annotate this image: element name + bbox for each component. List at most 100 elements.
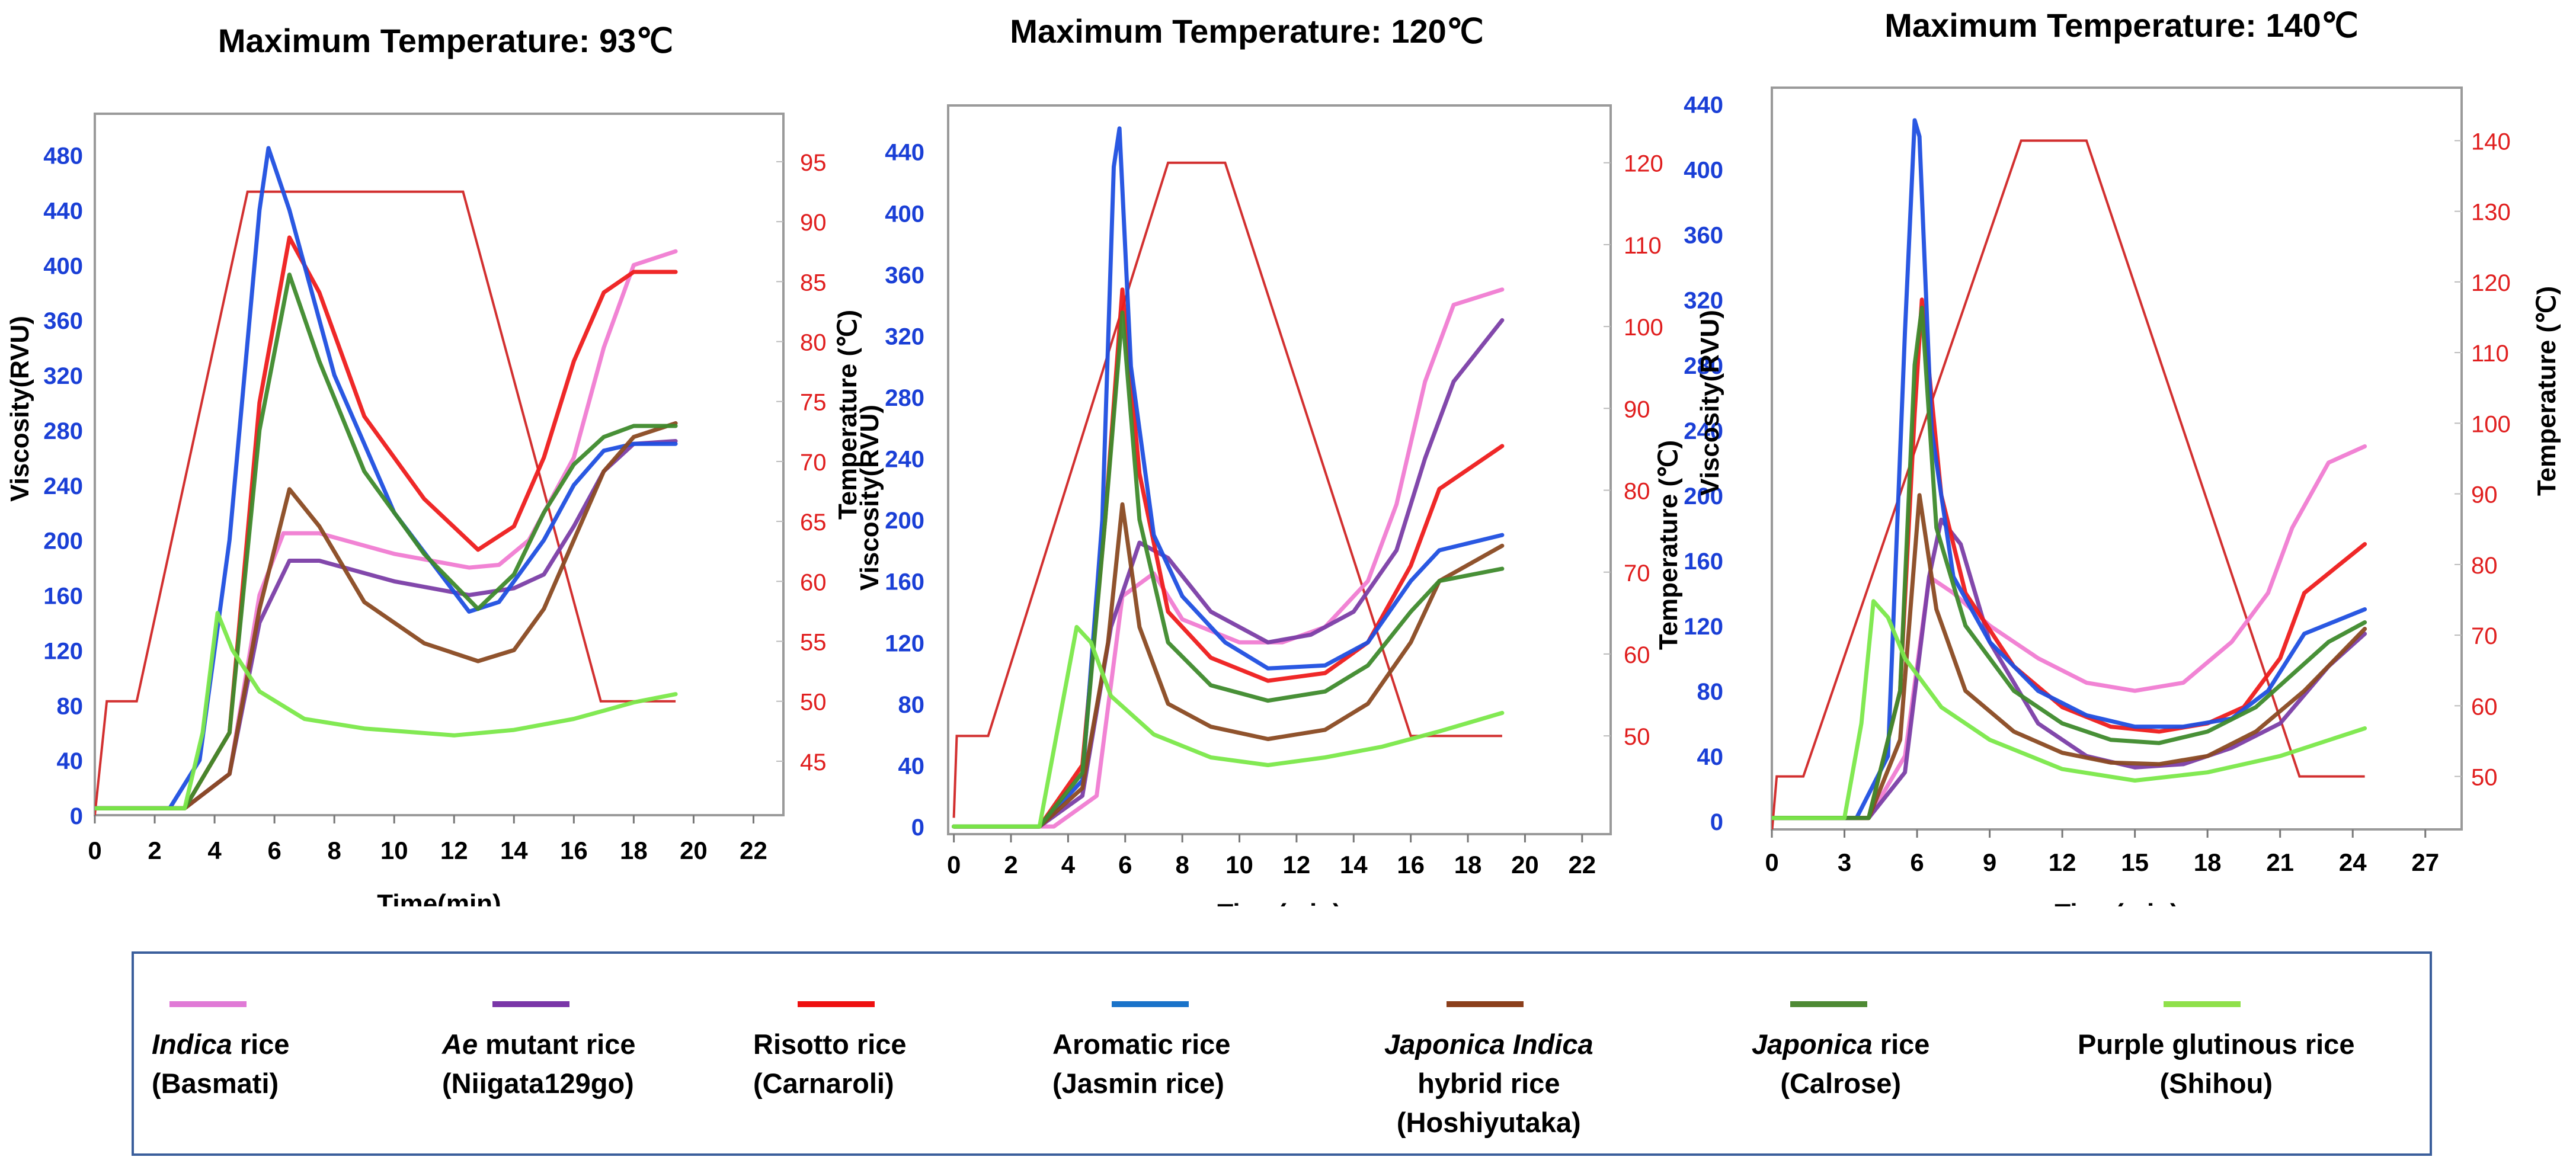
y2-tick-label: 50 bbox=[1624, 724, 1650, 750]
x-tick-label: 18 bbox=[1454, 851, 1482, 879]
legend-swatch bbox=[1112, 1001, 1189, 1007]
y-tick-label: 240 bbox=[43, 473, 83, 499]
y-tick-label: 280 bbox=[885, 385, 924, 411]
x-tick-label: 0 bbox=[947, 851, 961, 879]
y-tick-label: 200 bbox=[43, 528, 83, 555]
series-line-ae_mutant bbox=[1772, 517, 2367, 821]
series-line-japonica bbox=[1772, 306, 2367, 821]
plot-frame bbox=[947, 104, 1612, 835]
y2-tick-label: 90 bbox=[800, 210, 827, 236]
legend-swatch bbox=[1447, 1001, 1524, 1007]
x-tick-label: 14 bbox=[1340, 851, 1368, 879]
x-tick-label: 12 bbox=[1283, 851, 1311, 879]
y-tick-label: 120 bbox=[885, 630, 924, 656]
y2-tick-label: 75 bbox=[800, 390, 827, 416]
y-tick-label: 160 bbox=[43, 584, 83, 610]
x-tick-label: 0 bbox=[88, 837, 101, 864]
y-tick-label: 0 bbox=[1710, 809, 1723, 835]
series-line-japonica bbox=[952, 310, 1505, 829]
y2-tick-label: 65 bbox=[800, 509, 827, 536]
x-axis-label: Time(min) bbox=[377, 889, 501, 906]
legend-label: Indica rice (Basmati) bbox=[152, 1028, 290, 1099]
x-tick-label: 9 bbox=[1983, 848, 1996, 876]
legend-label-italic: Japonica bbox=[1752, 1028, 1873, 1060]
x-tick-label: 4 bbox=[207, 837, 222, 864]
chart-panel-1: Maximum Temperature: 93℃ 0 2 4 6 8 10 12 14 16 18 2… bbox=[5, 22, 862, 906]
y2-tick-label: 70 bbox=[1624, 560, 1650, 586]
y-tick-label: 40 bbox=[898, 753, 925, 779]
x-tick-label: 20 bbox=[680, 837, 708, 864]
x-tick-label: 4 bbox=[1061, 851, 1076, 879]
y2-tick-label: 100 bbox=[2471, 411, 2511, 437]
x-tick-label: 2 bbox=[148, 837, 161, 864]
y2-tick-label: 90 bbox=[2471, 482, 2498, 508]
x-tick-label: 12 bbox=[2049, 848, 2076, 876]
y-tick-label: 160 bbox=[1684, 549, 1723, 575]
data-lines bbox=[1772, 118, 2367, 829]
data-lines bbox=[952, 126, 1505, 829]
x-tick-label: 14 bbox=[500, 837, 528, 864]
x-tick-label: 16 bbox=[1397, 851, 1425, 879]
chart-title: Maximum Temperature: 140℃ bbox=[1884, 7, 2358, 44]
y-tick-label: 240 bbox=[885, 447, 924, 473]
x-tick-label: 6 bbox=[1910, 848, 1924, 876]
temperature-line bbox=[95, 190, 676, 815]
chart-panels: Maximum Temperature: 93℃0 2 4 6 8 10 12 14 16 18 2… bbox=[5, 7, 2561, 906]
plot-frame bbox=[94, 113, 785, 816]
y2-tick-label: 60 bbox=[1624, 642, 1650, 668]
legend-label-italic: Ae bbox=[442, 1028, 478, 1060]
y-tick-label: 280 bbox=[1684, 353, 1723, 379]
y-tick-label: 200 bbox=[885, 508, 924, 534]
y2-tick-label: 85 bbox=[800, 270, 827, 296]
y-tick-label: 120 bbox=[43, 638, 83, 664]
y2-tick-label: 120 bbox=[1624, 151, 1663, 177]
x-tick-label: 6 bbox=[1118, 851, 1132, 879]
x-tick-label: 6 bbox=[267, 837, 281, 864]
chart-title: Maximum Temperature: 120℃ bbox=[1010, 12, 1483, 50]
y2-tick-label: 55 bbox=[800, 630, 827, 656]
x-tick-label: 0 bbox=[1765, 848, 1778, 876]
legend-label: Japonica rice (Calrose) bbox=[1752, 1028, 1930, 1099]
y-tick-label: 120 bbox=[1684, 614, 1723, 640]
y2-tick-label: 120 bbox=[2471, 270, 2511, 296]
y-axis-label: Viscosity(RVU) bbox=[855, 405, 884, 591]
legend-swatch bbox=[2164, 1001, 2241, 1007]
y2-tick-label: 80 bbox=[1624, 479, 1650, 505]
y-tick-label: 320 bbox=[885, 323, 924, 350]
x-axis-label: Time(min) bbox=[1217, 899, 1341, 906]
y-tick-label: 360 bbox=[885, 262, 924, 289]
series-line-purple bbox=[95, 611, 678, 810]
x-tick-label: 18 bbox=[620, 837, 648, 864]
legend-label: Risotto rice (Carnaroli) bbox=[753, 1028, 907, 1099]
series-line-hybrid bbox=[1772, 493, 2367, 821]
y2-axis-label: Temperature (℃) bbox=[1654, 440, 1683, 650]
y2-tick-label: 130 bbox=[2471, 200, 2511, 226]
legend-swatch bbox=[492, 1001, 569, 1007]
series-line-purple bbox=[952, 624, 1505, 829]
legend-label: Ae mutant rice (Niigata129go) bbox=[442, 1028, 636, 1099]
y-tick-label: 440 bbox=[43, 198, 83, 225]
y2-tick-label: 50 bbox=[2471, 765, 2498, 791]
series-line-aromatic bbox=[1772, 118, 2367, 821]
x-tick-label: 10 bbox=[380, 837, 408, 864]
chart-panel-3: Maximum Temperature: 140℃ 0 3 6 9 12 15 18 21 24 2… bbox=[1684, 7, 2561, 906]
x-tick-label: 16 bbox=[560, 837, 588, 864]
y-tick-label: 320 bbox=[1684, 288, 1723, 314]
y-tick-label: 400 bbox=[1684, 158, 1723, 184]
chart-panel-2: Maximum Temperature: 120℃ 0 2 4 6 8 10 12 14 16 18… bbox=[855, 12, 1683, 906]
y2-axis-label: Temperature (℃) bbox=[2532, 286, 2561, 496]
y2-tick-label: 45 bbox=[800, 749, 827, 775]
y-tick-label: 360 bbox=[1684, 223, 1723, 249]
y-tick-label: 440 bbox=[885, 140, 924, 166]
y2-tick-label: 80 bbox=[2471, 553, 2498, 579]
x-tick-label: 21 bbox=[2266, 848, 2294, 876]
temperature-line bbox=[952, 161, 1502, 818]
y2-tick-label: 50 bbox=[800, 690, 827, 716]
y-tick-label: 40 bbox=[1697, 744, 1724, 770]
legend-label: Aromatic rice (Jasmin rice) bbox=[1052, 1028, 1231, 1099]
y2-tick-label: 140 bbox=[2471, 129, 2511, 155]
x-tick-label: 20 bbox=[1511, 851, 1539, 879]
series-line-hybrid bbox=[95, 421, 678, 810]
x-tick-label: 8 bbox=[1175, 851, 1189, 879]
